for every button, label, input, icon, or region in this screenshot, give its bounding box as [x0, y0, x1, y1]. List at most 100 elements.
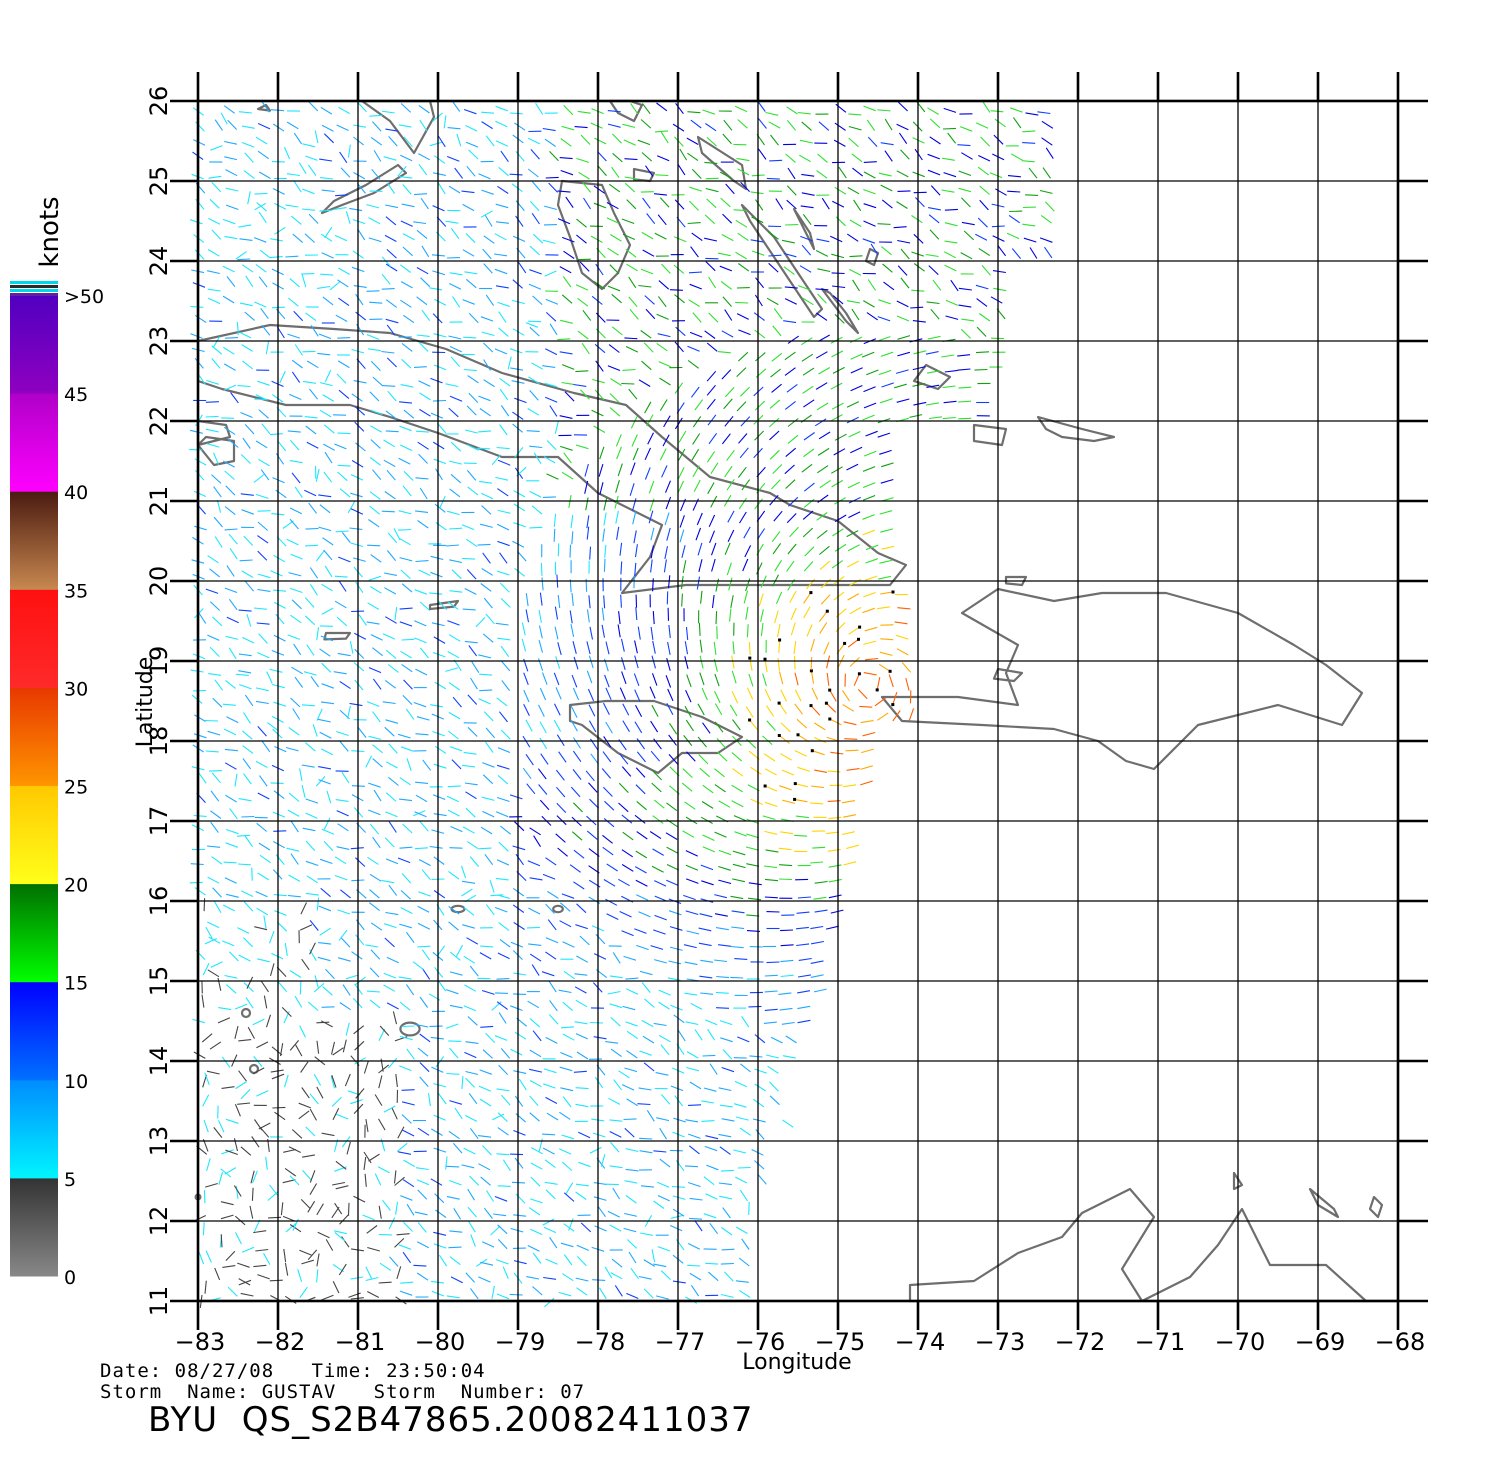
wind-vector [547, 919, 557, 931]
wind-vector [771, 531, 781, 543]
wind-vector [995, 188, 1007, 196]
wind-vector [514, 1157, 524, 1169]
wind-vector [657, 1194, 670, 1202]
wind-vector [799, 139, 813, 144]
wind-vector [497, 509, 511, 514]
wind-vector [651, 655, 657, 669]
wind-vector [528, 320, 542, 323]
wind-vector [770, 368, 782, 378]
wind-vector [418, 453, 428, 464]
wind-vector [597, 1205, 606, 1218]
wind-vector [545, 857, 557, 866]
wind-vector [720, 197, 731, 208]
wind-vector [257, 380, 270, 386]
wind-vector [801, 192, 815, 196]
wind-vector [319, 648, 331, 657]
wind-vector [401, 1089, 415, 1091]
wind-vector [497, 952, 510, 960]
wind-vector [677, 1029, 686, 1042]
wind-vector [624, 1127, 635, 1138]
wind-vector [556, 802, 567, 813]
wind-vector [654, 880, 667, 887]
wind-vector [322, 296, 334, 306]
colorbar-tick-label: 15 [64, 973, 88, 995]
wind-vector [846, 530, 859, 538]
wind-vector [561, 1273, 574, 1282]
colorbar-unit-label: knots [35, 196, 65, 267]
wind-vector [461, 888, 473, 897]
wind-vector [298, 1110, 310, 1120]
wind-vector [622, 123, 636, 128]
wind-vector [754, 1034, 766, 1044]
wind-vector [803, 432, 815, 441]
wind-vector [494, 1035, 508, 1041]
wind-vector [316, 627, 320, 641]
wind-vector [501, 1094, 511, 1106]
wind-vector [531, 362, 543, 370]
wind-vector [990, 110, 1004, 113]
wind-vector [944, 240, 958, 244]
rain-flag [809, 704, 813, 708]
wind-vector [820, 594, 831, 605]
wind-vector [382, 633, 396, 640]
wind-vector [462, 557, 476, 560]
wind-vector [784, 400, 796, 410]
wind-vector [466, 937, 479, 945]
wind-vector [432, 441, 445, 450]
wind-vector [803, 482, 815, 492]
wind-vector [207, 555, 219, 564]
wind-vector [721, 433, 731, 445]
wind-vector [452, 1142, 463, 1154]
wind-vector [241, 730, 253, 740]
wind-vector [257, 550, 268, 561]
wind-vector [481, 189, 494, 195]
wind-vector [896, 648, 909, 656]
wind-vector [227, 438, 239, 448]
wind-vector [688, 1145, 700, 1155]
wind-vector [416, 334, 430, 337]
wind-vector [830, 414, 843, 422]
wind-vector [289, 518, 299, 530]
wind-vector [697, 736, 707, 748]
wind-vector [665, 832, 678, 840]
wind-vector [958, 170, 972, 177]
wind-vector [810, 656, 813, 670]
wind-vector [413, 193, 428, 196]
wind-vector [217, 1120, 225, 1133]
wind-vector [521, 638, 527, 652]
wind-vector [557, 190, 571, 193]
wind-vector [630, 416, 638, 429]
wind-vector [879, 398, 893, 404]
wind-vector [659, 399, 668, 411]
wind-vector [867, 136, 878, 147]
wind-vector [322, 394, 335, 402]
wind-vector [332, 1281, 340, 1294]
wind-vector [780, 959, 794, 963]
wind-vector [752, 1118, 766, 1123]
wind-vector [620, 561, 623, 575]
wind-vector [544, 1297, 555, 1308]
wind-vector [415, 1167, 429, 1171]
wind-vector [654, 130, 669, 133]
wind-vector [258, 211, 267, 224]
wind-vector [542, 1218, 555, 1226]
wind-vector [465, 807, 476, 818]
wind-vector [345, 974, 359, 980]
wind-vector [223, 426, 236, 435]
wind-vector [310, 676, 320, 688]
wind-vector [570, 705, 578, 718]
wind-vector [381, 879, 395, 884]
wind-vector [436, 422, 447, 434]
wind-vector [529, 445, 543, 449]
wind-vector [821, 197, 830, 210]
wind-vector [698, 622, 701, 636]
wind-vector [241, 344, 253, 352]
wind-vector [786, 513, 797, 524]
wind-vector [659, 197, 670, 208]
wind-vector [780, 944, 794, 947]
wind-vector [706, 384, 716, 396]
wind-vector [302, 1154, 315, 1158]
wind-vector [853, 673, 860, 686]
wind-vector [350, 542, 364, 548]
wind-vector [335, 1160, 347, 1170]
